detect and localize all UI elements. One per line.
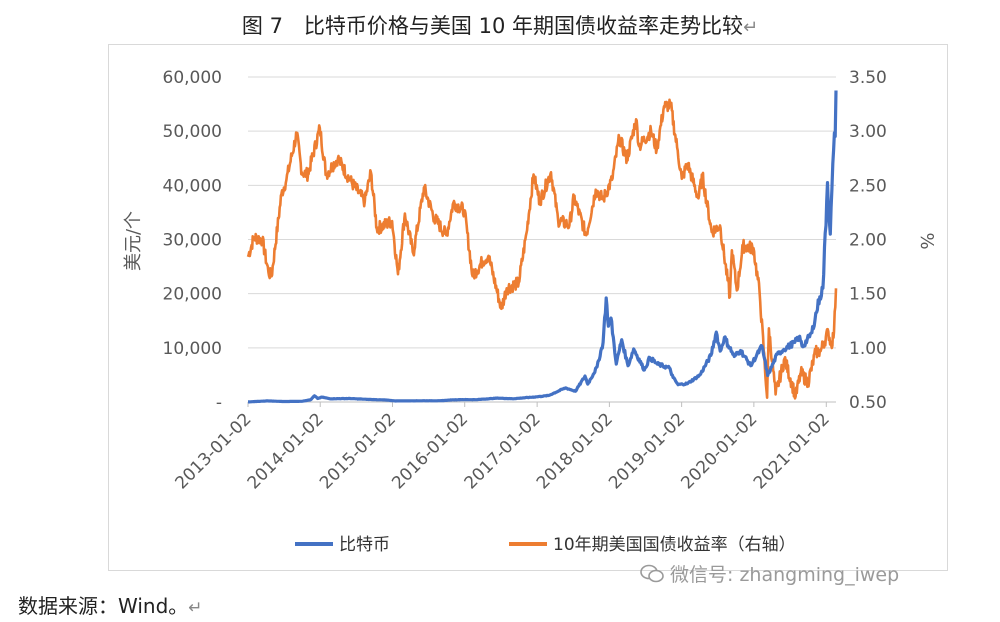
y-right-tick-label: 1.00 xyxy=(849,339,887,359)
x-axis-ticks: 2013-01-022014-01-022015-01-022016-01-02… xyxy=(172,402,834,493)
x-tick-label: 2017-01-02 xyxy=(461,409,545,493)
wechat-icon xyxy=(640,564,664,583)
x-tick-label: 2014-01-02 xyxy=(244,409,328,493)
x-tick-label: 2020-01-02 xyxy=(677,409,761,493)
y-right-tick-label: 1.50 xyxy=(849,285,887,305)
x-tick-label: 2021-01-02 xyxy=(750,409,834,493)
chart-title: 图 7 比特币价格与美国 10 年期国债收益率走势比较↵ xyxy=(0,10,1000,40)
y-left-tick-label: 50,000 xyxy=(163,122,222,142)
left-axis-ticks: - 10,000 20,000 30,000 40,000 50,000 60,000 xyxy=(163,68,222,413)
right-axis-ticks: 0.50 1.00 1.50 2.00 2.50 3.00 3.50 xyxy=(849,68,887,413)
y-right-tick-label: 3.50 xyxy=(849,68,887,88)
line-chart: - 10,000 20,000 30,000 40,000 50,000 60,000 0.… xyxy=(123,68,937,555)
watermark: 微信号: zhangming_iwep xyxy=(640,560,899,587)
legend-label-bitcoin: 比特币 xyxy=(339,535,390,555)
x-tick-label: 2019-01-02 xyxy=(605,409,689,493)
x-tick-label: 2016-01-02 xyxy=(388,409,472,493)
y-left-tick-label: - xyxy=(216,393,222,413)
y-left-tick-label: 20,000 xyxy=(163,285,222,305)
y-left-tick-label: 40,000 xyxy=(163,176,222,196)
series-line-treasury-yield xyxy=(246,98,838,400)
y-right-tick-label: 2.50 xyxy=(849,176,887,196)
y-right-tick-label: 3.00 xyxy=(849,122,887,142)
chart-frame: - 10,000 20,000 30,000 40,000 50,000 60,000 0.… xyxy=(108,44,948,571)
x-tick-label: 2018-01-02 xyxy=(533,409,617,493)
y-right-tick-label: 2.00 xyxy=(849,231,887,251)
y-right-tick-label: 0.50 xyxy=(849,393,887,413)
y-left-tick-label: 60,000 xyxy=(163,68,222,88)
y-axis-left-label: 美元/个 xyxy=(123,211,144,271)
gridlines xyxy=(248,76,836,403)
y-left-tick-label: 30,000 xyxy=(163,231,222,251)
legend-label-treasury-yield: 10年期美国国债收益率（右轴） xyxy=(553,535,796,555)
return-mark-icon: ↵ xyxy=(188,598,203,618)
return-mark-icon: ↵ xyxy=(743,17,759,38)
chart-title-text: 图 7 比特币价格与美国 10 年期国债收益率走势比较 xyxy=(241,14,743,38)
source-note-text: 数据来源：Wind。 xyxy=(18,594,189,618)
y-left-tick-label: 10,000 xyxy=(163,339,222,359)
series-line-bitcoin xyxy=(247,90,838,404)
source-note: 数据来源：Wind。↵ xyxy=(18,590,203,619)
watermark-text: 微信号: zhangming_iwep xyxy=(670,564,900,586)
x-tick-label: 2013-01-02 xyxy=(172,409,256,493)
x-tick-label: 2015-01-02 xyxy=(316,409,400,493)
series-layer xyxy=(246,90,838,404)
y-axis-right-label: % xyxy=(916,232,937,249)
legend: 比特币 10年期美国国债收益率（右轴） xyxy=(295,535,796,555)
